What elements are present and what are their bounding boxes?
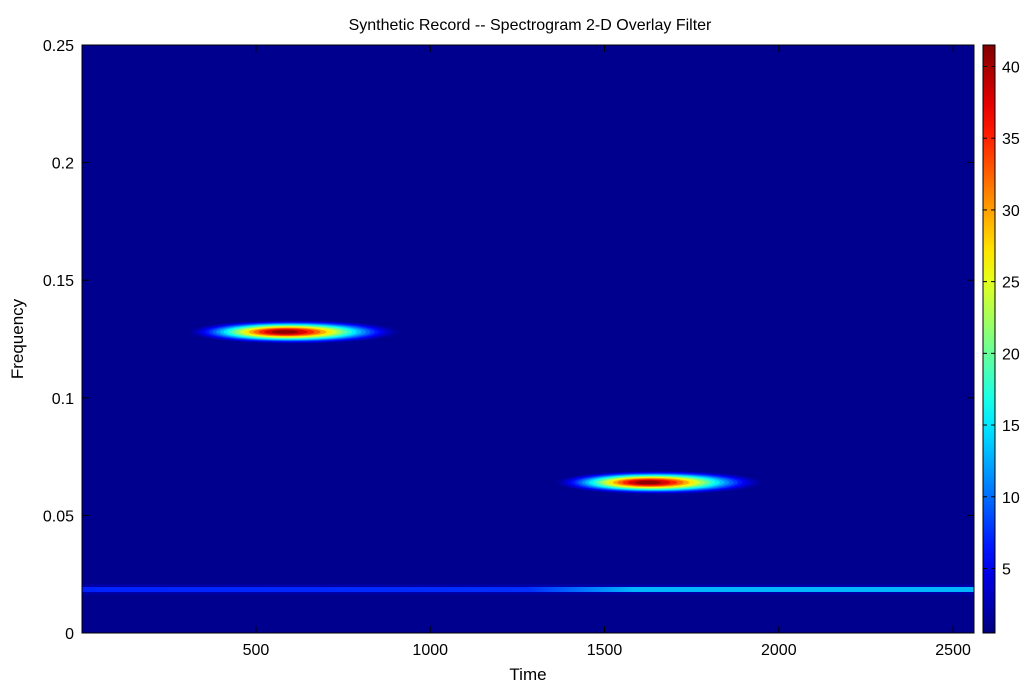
colorbar-tick-label: 30 xyxy=(1002,203,1020,220)
colorbar-tick-label: 10 xyxy=(1002,490,1020,507)
x-tick-label: 2500 xyxy=(935,642,971,659)
colorbar-ramp xyxy=(983,45,995,633)
spectrogram-features xyxy=(82,319,974,595)
colorbar-tick-label: 35 xyxy=(1002,131,1020,148)
blob-layer xyxy=(271,330,299,334)
blob-layer xyxy=(634,480,661,485)
colorbar-tick-label: 25 xyxy=(1002,275,1020,292)
x-tick-label: 2000 xyxy=(761,642,797,659)
y-tick-label: 0.1 xyxy=(52,391,74,408)
colorbar: 5 10 15 20 25 30 35 40 xyxy=(982,44,1020,634)
y-tick-label: 0.05 xyxy=(43,508,74,525)
x-tick-label: 1500 xyxy=(587,642,623,659)
band-core xyxy=(82,586,974,592)
spectrogram-blob xyxy=(551,470,768,495)
y-tick-label: 0.25 xyxy=(43,38,74,55)
y-axis: 0 0.05 0.1 0.15 0.2 0.25 xyxy=(43,38,974,643)
chart-title: Synthetic Record -- Spectrogram 2-D Over… xyxy=(349,17,712,34)
colorbar-frame xyxy=(982,44,996,634)
x-axis: 500 1000 1500 2000 2500 xyxy=(243,45,971,659)
y-tick-label: 0.15 xyxy=(43,273,74,290)
y-tick-label: 0.2 xyxy=(52,156,74,173)
plot-frame xyxy=(81,44,975,634)
colorbar-tick-label: 40 xyxy=(1002,60,1020,77)
y-axis-title: Frequency xyxy=(8,298,27,379)
x-tick-label: 500 xyxy=(243,642,270,659)
plot-area xyxy=(82,45,974,633)
colorbar-axis: 5 10 15 20 25 30 35 40 xyxy=(983,60,1020,578)
colorbar-tick-label: 5 xyxy=(1002,561,1011,578)
y-tick-label: 0 xyxy=(65,626,74,643)
spectrogram-blob xyxy=(184,319,405,345)
x-tick-label: 1000 xyxy=(412,642,448,659)
colorbar-tick-label: 15 xyxy=(1002,418,1020,435)
spectrogram-band xyxy=(82,584,974,595)
colorbar-tick-label: 20 xyxy=(1002,346,1020,363)
x-axis-title: Time xyxy=(509,665,546,684)
